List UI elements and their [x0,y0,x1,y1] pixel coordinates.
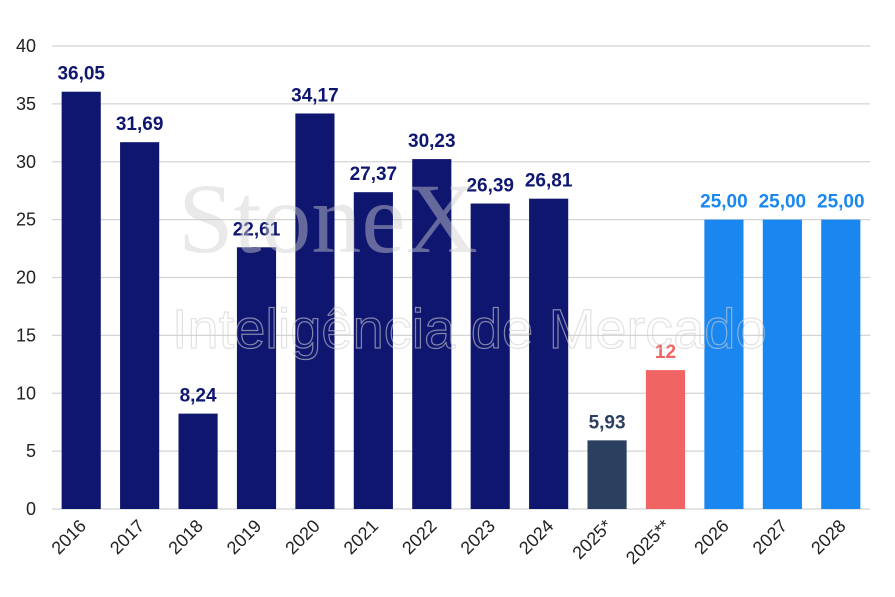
watermark-brand: StoneX [178,163,478,274]
bar [178,413,218,509]
x-tick-label: 2018 [164,516,206,558]
bar [645,370,686,509]
bar [587,440,627,509]
bar [120,142,160,510]
bar [353,192,393,509]
bar [762,219,802,509]
data-label: 25,00 [759,192,807,213]
x-tick-label: 2017 [106,516,148,558]
x-tick-label: 2020 [281,516,323,558]
watermark: StoneX Inteligência de Mercado [171,163,767,361]
bar [529,198,569,509]
data-label: 25,00 [700,192,748,213]
bar [470,203,510,509]
y-tick-label: 15 [16,325,36,345]
data-labels: 36,05 31,69 8,24 22,61 34,17 27,37 30,23 26,39 2… [57,64,864,434]
y-tick-label: 25 [16,210,36,230]
gridlines [52,45,870,510]
data-label: 25,00 [817,192,865,213]
x-tick-label: 2022 [398,516,440,558]
y-tick-label: 30 [16,152,36,172]
bar [236,247,277,509]
data-label: 22,61 [233,219,281,240]
data-label: 26,39 [466,176,514,197]
data-label: 8,24 [180,386,217,407]
x-tick-label: 2025* [568,516,615,563]
x-tick-label: 2016 [48,516,90,558]
y-tick-label: 5 [26,441,36,461]
x-tick-label: 2023 [457,516,499,558]
data-label: 12 [655,342,676,363]
bar [412,159,452,509]
data-label: 26,81 [525,171,573,192]
data-label: 34,17 [291,85,339,106]
x-tick-label: 2019 [223,516,265,558]
data-label: 30,23 [408,131,456,152]
y-tick-label: 35 [16,94,36,114]
watermark-tagline: Inteligência de Mercado [172,297,767,360]
bar [61,91,101,509]
data-label: 27,37 [350,164,398,185]
bar [704,219,744,509]
y-tick-label: 40 [16,36,36,56]
y-tick-label: 20 [16,268,36,288]
bar [821,219,861,509]
x-tick-label: 2021 [340,516,382,558]
bar [295,113,335,510]
data-label: 31,69 [116,114,164,135]
bars [61,91,861,510]
x-tick-label: 2028 [807,516,849,558]
x-tick-label: 2026 [690,516,732,558]
x-tick-label: 2025** [622,516,674,568]
data-label: 36,05 [57,64,105,85]
y-axis-ticks: 0 5 10 15 20 25 30 35 40 [16,36,36,519]
x-tick-label: 2027 [749,516,791,558]
x-tick-label: 2024 [515,516,557,558]
data-label: 5,93 [589,412,626,433]
y-tick-label: 10 [16,383,36,403]
y-tick-label: 0 [26,499,36,519]
x-axis-ticks: 2016 2017 2018 2019 2020 2021 2022 2023 2024 2025… [48,516,850,568]
